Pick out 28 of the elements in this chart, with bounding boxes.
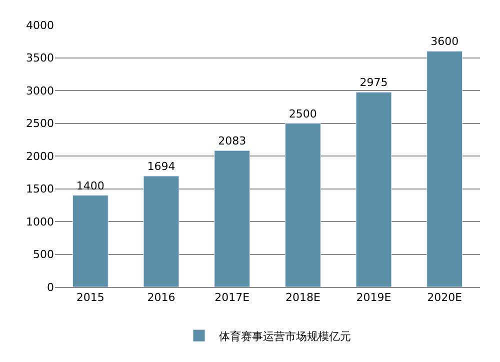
data-label: 1694: [147, 160, 176, 174]
y-tick-label: 500: [33, 248, 54, 262]
bar: [356, 92, 392, 287]
data-label: 3600: [430, 35, 459, 48]
bar: [214, 150, 250, 287]
y-tick-label: 2500: [26, 117, 54, 130]
y-tick-label: 3500: [26, 52, 54, 65]
x-tick-label: 2016: [147, 291, 176, 304]
x-tick-label: 2017E: [214, 291, 250, 304]
x-tick-label: 2018E: [285, 291, 320, 304]
y-tick-label: 1000: [26, 215, 54, 228]
data-label: 2500: [288, 107, 317, 120]
y-tick-label: 0: [47, 280, 54, 294]
data-label: 2975: [360, 76, 388, 90]
data-label: 1400: [76, 179, 104, 192]
x-tick-label: 2020E: [427, 291, 462, 304]
x-tick-label: 2019E: [356, 291, 392, 304]
bar: [72, 195, 108, 287]
legend-label: 体育赛事运营市场规模亿元: [219, 330, 351, 343]
bar: [284, 123, 321, 287]
y-tick-label: 3000: [26, 84, 54, 98]
data-label: 2083: [218, 134, 246, 148]
y-tick-label: 1500: [26, 182, 54, 196]
y-tick-label: 4000: [26, 18, 54, 32]
bar: [143, 176, 180, 287]
bar: [426, 50, 463, 287]
x-tick-label: 2015: [76, 291, 104, 304]
y-tick-label: 2000: [26, 150, 54, 163]
